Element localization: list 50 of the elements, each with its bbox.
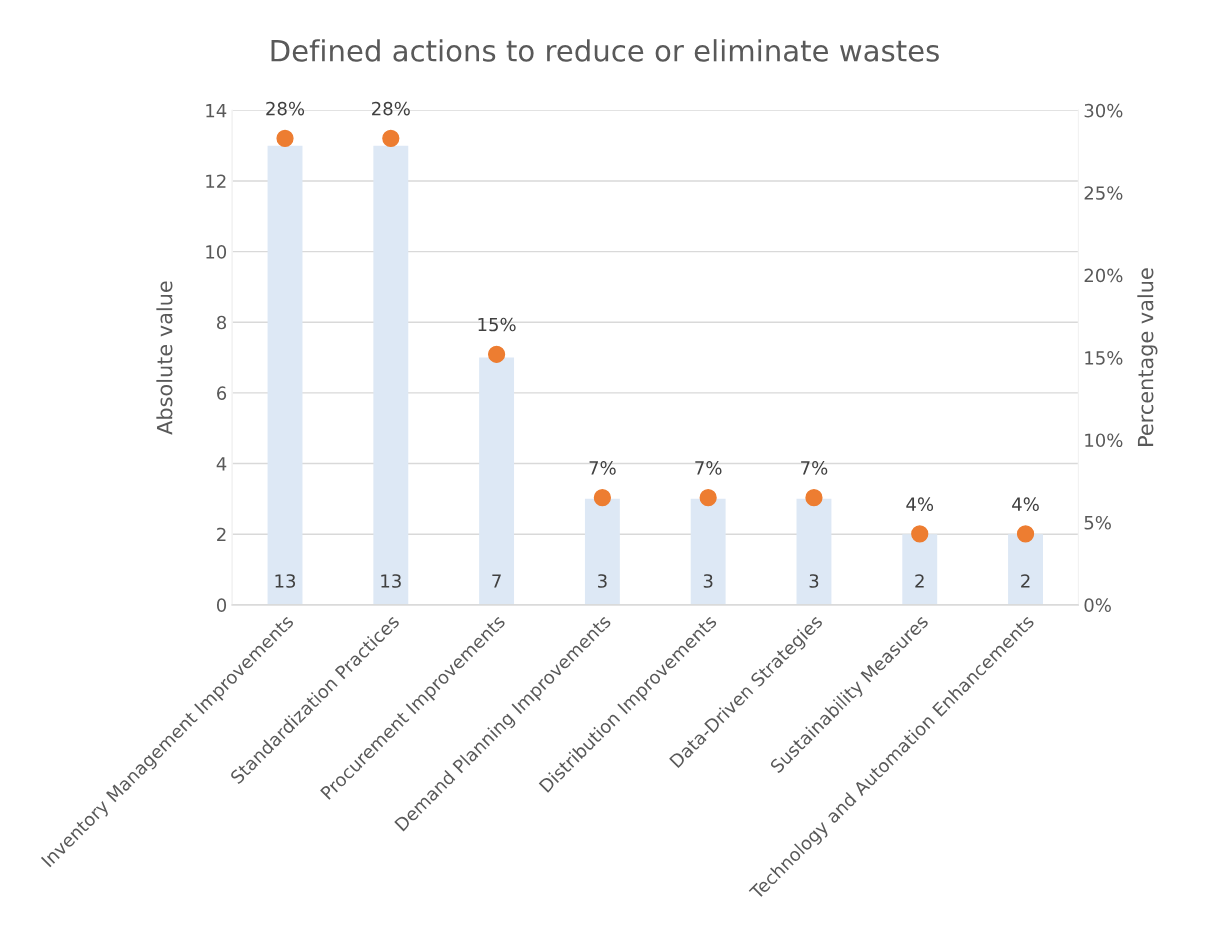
y-tick-label: 8 <box>217 315 227 330</box>
y2-tick-label: 15% <box>1085 351 1123 365</box>
point <box>805 489 823 507</box>
bar <box>479 357 515 605</box>
y2-tick-label: 30% <box>1084 103 1123 118</box>
data-label: 13 <box>275 574 296 588</box>
y2-tick-label: 20% <box>1084 268 1123 283</box>
y-tick-label: 12 <box>206 174 226 188</box>
y-tick-label: 10 <box>206 245 227 259</box>
bar <box>373 145 409 605</box>
data-label: 2 <box>915 574 924 588</box>
data-label: 7% <box>801 461 828 475</box>
data-label: 3 <box>703 574 713 588</box>
point <box>276 129 294 147</box>
y2-tick-label: 10% <box>1085 433 1123 448</box>
y-axis-title: Absolute value <box>156 281 173 435</box>
y-tick-label: 6 <box>217 386 227 401</box>
bar <box>690 498 726 605</box>
y2-axis-title: Percentage value <box>1137 268 1158 446</box>
data-label: 4% <box>906 497 934 512</box>
data-label: 4% <box>1012 497 1039 512</box>
data-label: 28% <box>266 101 305 116</box>
y-tick-label: 2 <box>217 527 226 542</box>
point <box>487 345 506 363</box>
y-tick-label: 0 <box>216 598 227 612</box>
y2-tick-label: 5% <box>1084 515 1111 530</box>
data-label: 15% <box>478 317 516 332</box>
point <box>382 129 400 147</box>
data-label: 3 <box>809 574 819 588</box>
point <box>699 489 717 507</box>
data-label: 7% <box>695 461 722 475</box>
data-label: 3 <box>598 574 607 588</box>
bar <box>1008 534 1043 605</box>
bar <box>267 145 303 605</box>
bar <box>902 534 938 605</box>
data-label: 28% <box>372 101 410 116</box>
data-label: 2 <box>1021 574 1030 588</box>
bar <box>584 498 620 605</box>
point <box>593 489 611 507</box>
y2-tick-label: 25% <box>1084 186 1123 200</box>
point <box>911 525 929 543</box>
y-tick-label: 4 <box>216 457 227 471</box>
y-tick-label: 14 <box>206 104 227 118</box>
data-label: 13 <box>381 574 401 588</box>
point <box>1016 525 1035 543</box>
y2-tick-label: 0% <box>1084 598 1111 612</box>
data-label: 7 <box>492 574 501 588</box>
chart-title: Defined actions to reduce or eliminate wastes <box>271 39 939 62</box>
bar <box>796 498 832 605</box>
data-label: 7% <box>589 461 616 475</box>
